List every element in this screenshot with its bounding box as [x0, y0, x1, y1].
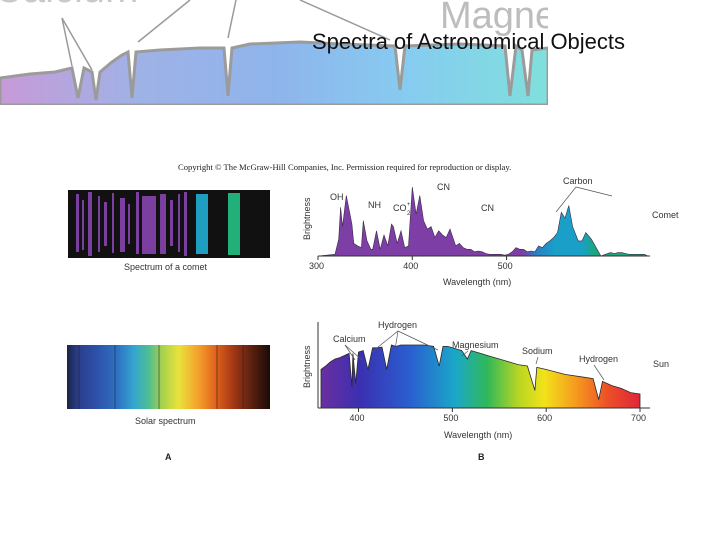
- sun-annotation-leaders: [344, 330, 605, 381]
- sun-spectrum-area: [320, 344, 641, 409]
- comet-spectrum-strip: [68, 190, 270, 258]
- annotation-cn-2: CN: [481, 203, 494, 213]
- annotation-calcium: Calcium: [333, 334, 366, 344]
- sun-y-axis-label: Brightness: [302, 345, 312, 388]
- slide-title: Spectra of Astronomical Objects: [312, 29, 626, 54]
- x-tick-label: 600: [537, 413, 552, 423]
- banner-pointer-line: [61, 17, 93, 71]
- comet-strip-caption: Spectrum of a comet: [124, 262, 208, 272]
- x-tick-label: 400: [350, 413, 365, 423]
- comet-x-axis-label: Wavelength (nm): [443, 277, 511, 287]
- annotation-co-subscript: 2: [407, 211, 411, 217]
- solar-strip-caption: Solar spectrum: [135, 416, 196, 426]
- sun-series-label: Sun: [653, 359, 669, 369]
- banner-pointer-line: [137, 0, 191, 43]
- annotation-oh: OH: [330, 192, 344, 202]
- banner-left-word: Calcium: [0, 0, 138, 11]
- panel-b-label: B: [478, 452, 485, 462]
- banner-pointer-line: [61, 17, 73, 67]
- annotation-co: CO: [393, 203, 407, 213]
- panel-a-label: A: [165, 452, 172, 462]
- annotation-hydrogen-1: Hydrogen: [378, 320, 417, 330]
- annotation-hydrogen-2: Hydrogen: [579, 354, 618, 364]
- solar-spectrum-strip: [67, 345, 270, 409]
- annotation-cn-1: CN: [437, 182, 450, 192]
- sun-x-axis-label: Wavelength (nm): [444, 430, 512, 440]
- x-tick-label: 300: [309, 261, 324, 271]
- comet-series-label: Comet: [652, 210, 679, 220]
- annotation-magnesium: Magnesium: [452, 340, 499, 350]
- annotation-carbon: Carbon: [563, 176, 593, 186]
- annotation-co-charge: +: [407, 202, 411, 208]
- banner-spectrum-graphic: Calcium Magne: [0, 0, 548, 105]
- x-tick-label: 400: [403, 261, 418, 271]
- banner-image: Calcium Magne: [0, 0, 548, 105]
- comet-spectrum-area: [317, 187, 649, 257]
- x-tick-label: 700: [631, 413, 646, 423]
- x-tick-label: 500: [498, 261, 513, 271]
- comet-y-axis-label: Brightness: [302, 197, 312, 240]
- banner-spectrum-area: [0, 40, 548, 105]
- banner-pointer-line: [227, 0, 237, 39]
- comet-emission-lines: [76, 192, 240, 256]
- copyright-notice: Copyright © The McGraw-Hill Companies, I…: [178, 162, 512, 172]
- x-tick-label: 500: [443, 413, 458, 423]
- annotation-sodium: Sodium: [522, 346, 553, 356]
- comet-annotation-leaders: [555, 186, 613, 213]
- annotation-nh: NH: [368, 200, 381, 210]
- banner-pointer-lines: [61, 0, 391, 71]
- solar-absorption-lines: [78, 345, 244, 409]
- comet-chart: 300 400 500 Wavelength (nm) Brightness Com…: [302, 176, 679, 287]
- sun-chart: 400 500 600 700 Wavelength (nm) Brightness …: [302, 320, 669, 440]
- banner-right-word: Magne: [440, 0, 548, 37]
- banner-pointer-line: [299, 0, 391, 41]
